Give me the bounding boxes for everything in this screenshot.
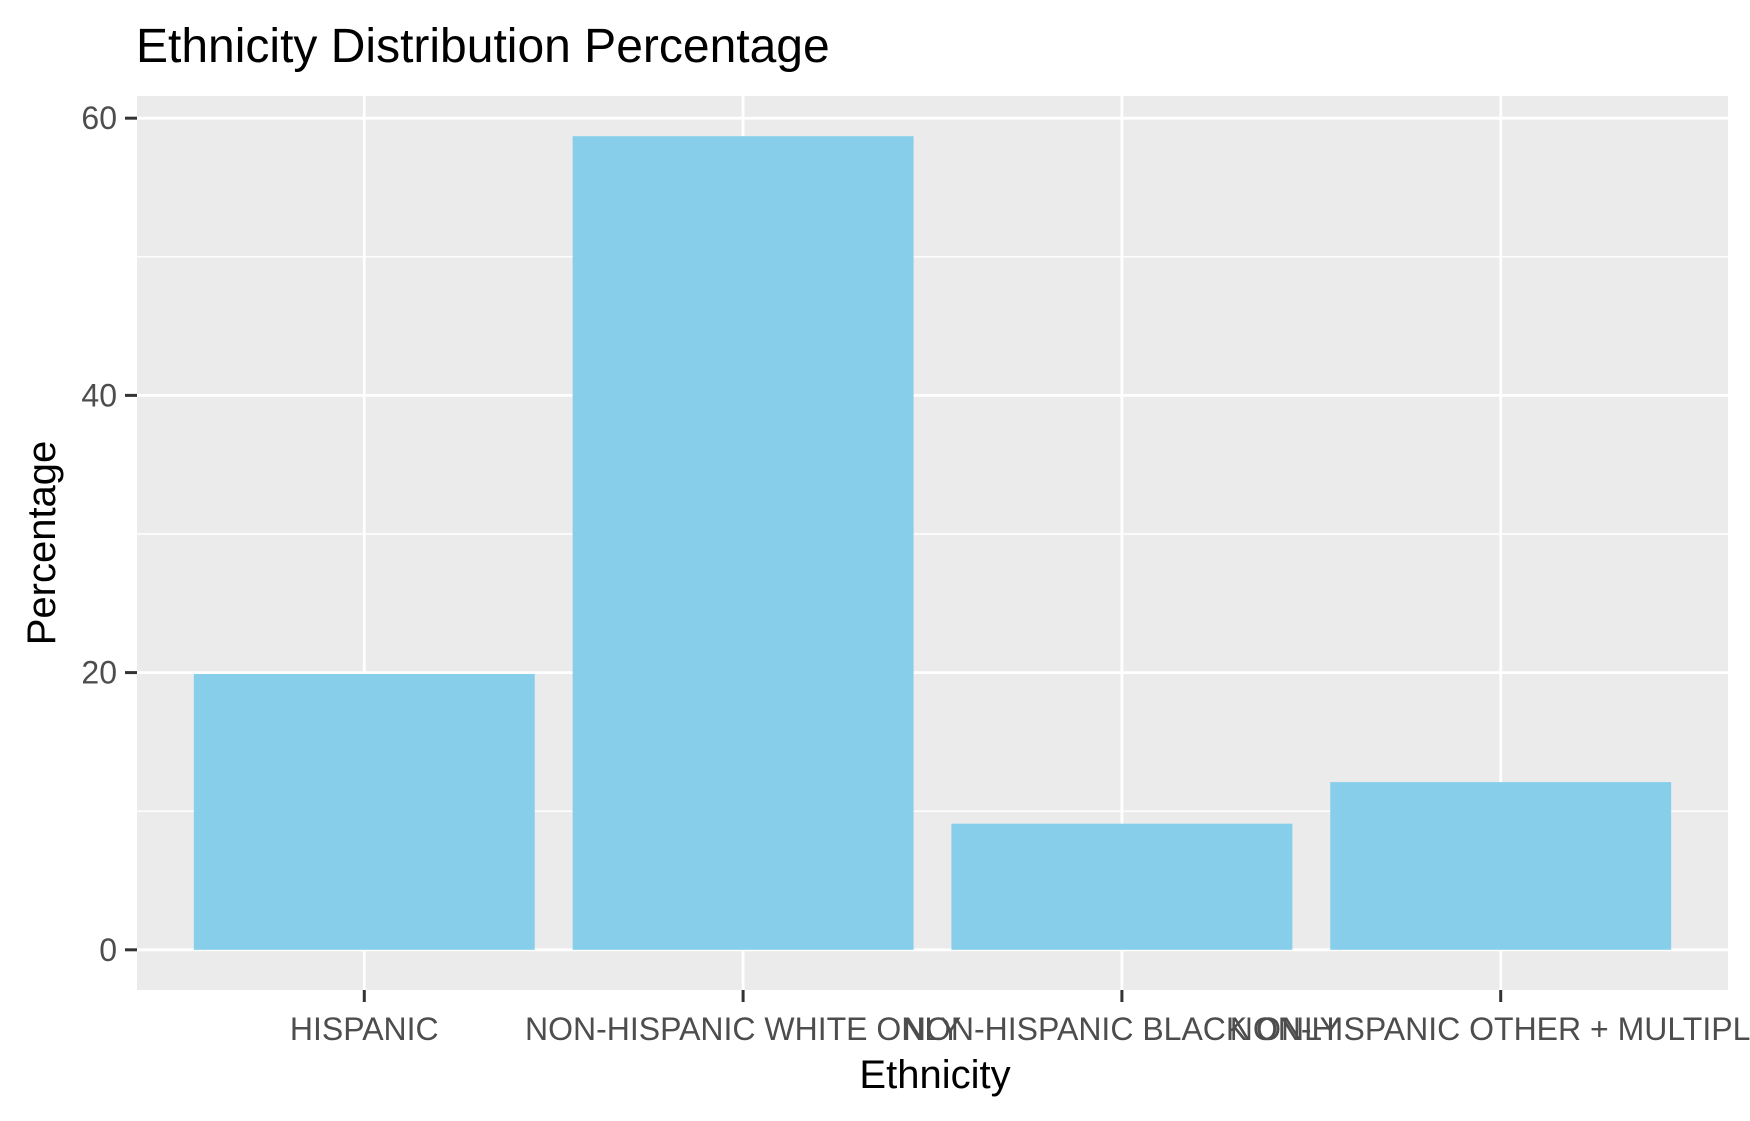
x-axis: HISPANIC NON-HISPANIC WHITE ONLYNON-HISPA… xyxy=(290,990,1750,1047)
x-tick-label: HISPANIC xyxy=(290,1011,439,1047)
x-tick-label: NON-HISPANIC OTHER + MULTIPLE xyxy=(1230,1011,1750,1047)
bar-non-hispanic-other-multiple xyxy=(1330,782,1672,950)
x-axis-title: Ethnicity xyxy=(859,1053,1010,1097)
x-tick-label: NON-HISPANIC BLACK ONLY xyxy=(903,1011,1341,1047)
bars xyxy=(193,136,1672,950)
y-axis-title: Percentage xyxy=(20,441,64,646)
bar-hispanic xyxy=(193,673,535,950)
y-tick-label: 20 xyxy=(81,655,117,691)
x-tick-label: NON-HISPANIC WHITE ONLY xyxy=(525,1011,961,1047)
y-axis: 0 20 40 60 xyxy=(81,100,137,968)
bar-non-hispanic-white-only xyxy=(572,136,914,950)
y-tick-label: 40 xyxy=(81,377,117,413)
bar-non-hispanic-black-only xyxy=(951,823,1293,950)
y-tick-label: 60 xyxy=(81,100,117,136)
chart-title: Ethnicity Distribution Percentage xyxy=(136,20,830,73)
y-tick-label: 0 xyxy=(99,932,117,968)
